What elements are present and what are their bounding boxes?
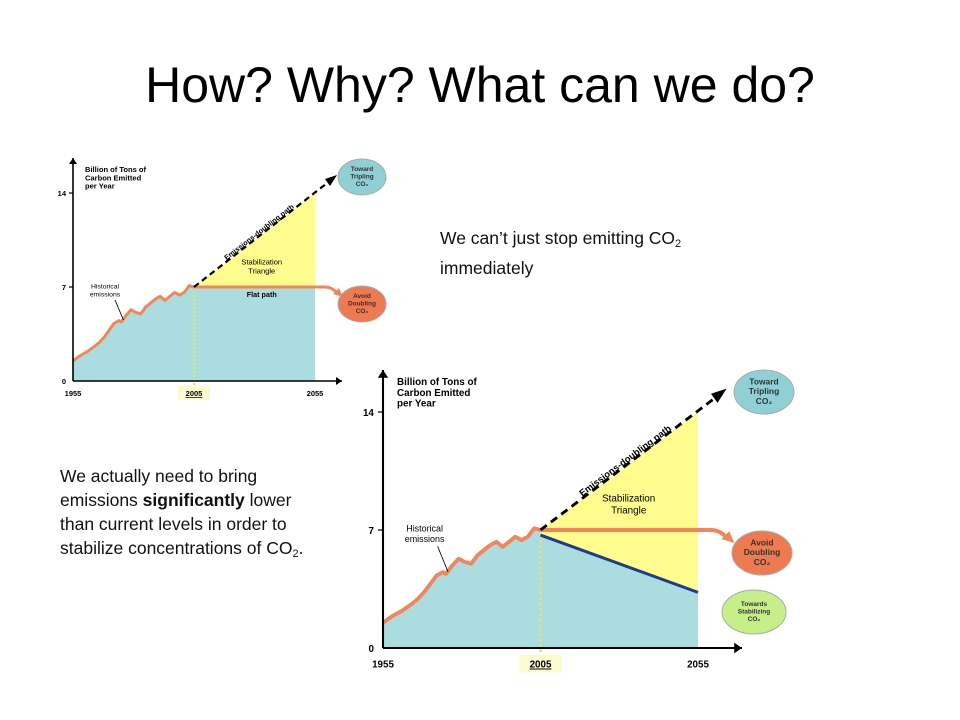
historical-emissions-label-line: Historical <box>406 523 443 533</box>
y-axis-arrow <box>377 370 389 378</box>
y-tick-label: 0 <box>62 377 66 386</box>
x-tick-label: 2005 <box>530 660 552 671</box>
historical-label-pointer <box>437 546 449 572</box>
doubling-path-line <box>539 393 720 532</box>
y-axis-arrow <box>69 158 77 164</box>
y-axis-label-line: per Year <box>397 399 436 410</box>
slide-title: How? Why? What can we do? <box>145 57 815 113</box>
stabilization-triangle-label-line: Stabilization <box>241 257 282 266</box>
bubble-tripling-label: Toward Tripling CO₂ <box>350 166 373 188</box>
flat-path-arrowhead <box>333 288 343 297</box>
bubble-avoid-doubling-shape <box>337 285 387 323</box>
historical-label-pointer <box>114 299 124 321</box>
x-tick-label: 2055 <box>307 389 324 398</box>
note2-end: . <box>298 538 304 558</box>
note2-subscript: 2 <box>292 548 299 560</box>
y-axis-label-line: Billion of Tons of <box>397 377 477 388</box>
historical-emissions-label: Historical emissions <box>90 283 121 298</box>
year-highlight-box <box>519 654 562 673</box>
bubble-tripling-label-line: Toward <box>749 376 778 386</box>
stabilization-triangle-label: Stabilization Triangle <box>602 494 655 517</box>
year-highlight-box <box>178 386 210 400</box>
bubble-avoid-doubling-label: Avoid Doubling CO₂ <box>744 537 781 566</box>
y-axis-label: Billion of Tons of Carbon Emitted per Year <box>85 165 147 191</box>
bubble-avoid-doubling-label: Avoid Doubling CO₂ <box>348 293 376 315</box>
historical-emissions-label-line: Historical <box>91 283 120 290</box>
historical-emissions-label: Historical emissions <box>405 523 445 544</box>
x-tick-label: 1955 <box>65 389 82 398</box>
bubble-avoid-doubling-label-line: Avoid <box>353 293 371 300</box>
doubling-path-line <box>193 179 332 288</box>
bubble-stabilizing-label: Towards Stabilizing CO₂ <box>738 601 771 623</box>
flat-path-label: Flat path <box>247 290 277 299</box>
bubble-avoid-doubling-label-line: Doubling <box>744 547 781 557</box>
current-emissions-area <box>73 285 315 381</box>
bubble-avoid-doubling-label-line: Doubling <box>348 301 376 308</box>
doubling-path-arrowhead <box>325 175 337 186</box>
bubble-tripling-label-line: Tripling <box>350 174 373 181</box>
stabilization-triangle-label-line: Triangle <box>611 505 647 516</box>
chart-1-group: 0 7 14 1955 2005 2055 Billion of Tons of Carbon… <box>58 158 387 400</box>
stabilization-triangle-label-line: Triangle <box>248 266 275 275</box>
note1-text: We can’t just stop emitting CO <box>440 228 676 248</box>
bubble-avoid-doubling-label-line: CO₂ <box>356 308 369 315</box>
y-axis-label: Billion of Tons of Carbon Emitted per Year <box>397 377 477 410</box>
note1-after: immediately <box>440 258 534 278</box>
x-axis-arrow <box>336 377 342 385</box>
bubble-avoid-doubling-shape <box>731 530 793 576</box>
y-axis-label-line: Carbon Emitted <box>85 173 142 182</box>
stabilization-triangle-label: Stabilization Triangle <box>241 257 282 275</box>
bubble-tripling-label-line: CO₂ <box>356 181 369 188</box>
note-bring-lower: We actually need to bring emissions sign… <box>60 464 320 566</box>
y-tick-label: 0 <box>368 644 374 655</box>
chart-2-group: 0 7 14 1955 2005 2055 Billion of Tons of Carbon… <box>363 369 795 673</box>
y-axis-label-line: per Year <box>85 182 115 191</box>
bubble-tripling-shape <box>733 369 795 415</box>
bubble-tripling-shape <box>337 158 387 196</box>
x-axis-arrow <box>734 642 742 654</box>
historical-emissions-line <box>72 284 195 363</box>
historical-emissions-label-line: emissions <box>90 292 121 299</box>
x-tick-label: 1955 <box>372 660 394 671</box>
bubble-stabilizing-label-line: Stabilizing <box>738 609 771 616</box>
bubble-tripling-label-line: Toward <box>351 166 374 173</box>
x-tick-label: 2005 <box>186 389 203 398</box>
x-tick-label: 2055 <box>687 660 709 671</box>
reduction-path-line <box>539 533 699 594</box>
bubble-avoid-doubling-label-line: CO₂ <box>754 557 771 567</box>
bubble-tripling-label-line: CO₂ <box>756 396 773 406</box>
y-tick-label: 7 <box>368 526 374 537</box>
note-cannot-stop: We can’t just stop emitting CO2 immediat… <box>440 226 770 280</box>
stabilization-triangle-label-line: Stabilization <box>602 494 655 505</box>
bubble-stabilizing-shape <box>721 589 787 635</box>
historical-emissions-label-line: emissions <box>405 534 445 544</box>
bubble-tripling-label-line: Tripling <box>749 386 780 396</box>
y-tick-label: 14 <box>363 408 374 419</box>
note1-subscript: 2 <box>675 238 682 250</box>
historical-emissions-line <box>381 526 542 625</box>
y-axis-label-line: Carbon Emitted <box>397 388 470 399</box>
y-axis-label-line: Billion of Tons of <box>85 165 147 174</box>
note2-bold: significantly <box>142 490 245 510</box>
bubble-stabilizing-label-line: Towards <box>741 601 768 608</box>
bubble-stabilizing-label-line: CO₂ <box>748 616 761 623</box>
bubble-tripling-label: Toward Tripling CO₂ <box>749 376 780 405</box>
y-tick-label: 14 <box>58 189 67 198</box>
doubling-path-arrowhead <box>711 388 727 403</box>
note2-before: We actually need to bring emissions <box>60 466 258 510</box>
bubble-avoid-doubling-label-line: Avoid <box>750 537 773 547</box>
flat-path-arrowhead <box>721 531 735 543</box>
y-tick-label: 7 <box>62 283 66 292</box>
note2-after: lower than current levels in order to st… <box>60 490 293 558</box>
